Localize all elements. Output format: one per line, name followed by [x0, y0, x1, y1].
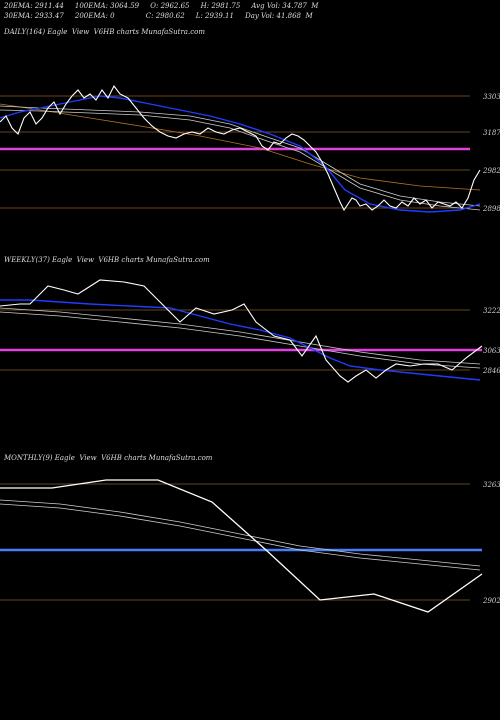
monthly-price-line	[0, 479, 483, 613]
monthly-level-label: 3263	[483, 481, 500, 489]
daily-ema-slow-1	[0, 105, 481, 207]
weekly-panel-title: WEEKLY(37) Eagle View V6HB charts Munafa…	[4, 256, 210, 264]
daily-level-label: 2898	[482, 205, 500, 213]
daily-chart: 3303 3187 2982 2898	[0, 84, 500, 213]
daily-ema-fast	[0, 95, 481, 213]
daily-price-line	[0, 84, 481, 212]
daily-ema-long	[0, 103, 481, 191]
weekly-chart: 3222 3063 2846	[0, 279, 500, 383]
daily-ema-slow-2	[0, 109, 481, 211]
daily-panel-title: DAILY(164) Eagle View V6HB charts Munafa…	[4, 28, 205, 36]
daily-level-label: 3187	[483, 129, 500, 137]
monthly-chart: 3263 2902	[0, 479, 500, 613]
daily-level-label: 3303	[483, 93, 500, 101]
header-line-2: 30EMA: 2933.47 200EMA: 0 C: 2980.62 L: 2…	[4, 12, 313, 20]
weekly-level-label: 3222	[483, 307, 500, 315]
monthly-level-label: 2902	[482, 597, 500, 605]
daily-level-label: 2982	[482, 167, 500, 175]
weekly-level-label: 2846	[482, 367, 500, 375]
weekly-ema-slow-1	[0, 307, 481, 365]
weekly-ema-fast	[0, 299, 481, 381]
monthly-ema-slow-2	[0, 503, 481, 571]
monthly-panel-title: MONTHLY(9) Eagle View V6HB charts Munafa…	[4, 454, 213, 462]
weekly-level-label: 3063	[483, 347, 500, 355]
weekly-price-line	[0, 279, 483, 383]
monthly-ema-slow-1	[0, 499, 481, 567]
header-line-1: 20EMA: 2911.44 100EMA: 3064.59 O: 2962.6…	[4, 2, 319, 10]
weekly-ema-slow-2	[0, 311, 481, 369]
